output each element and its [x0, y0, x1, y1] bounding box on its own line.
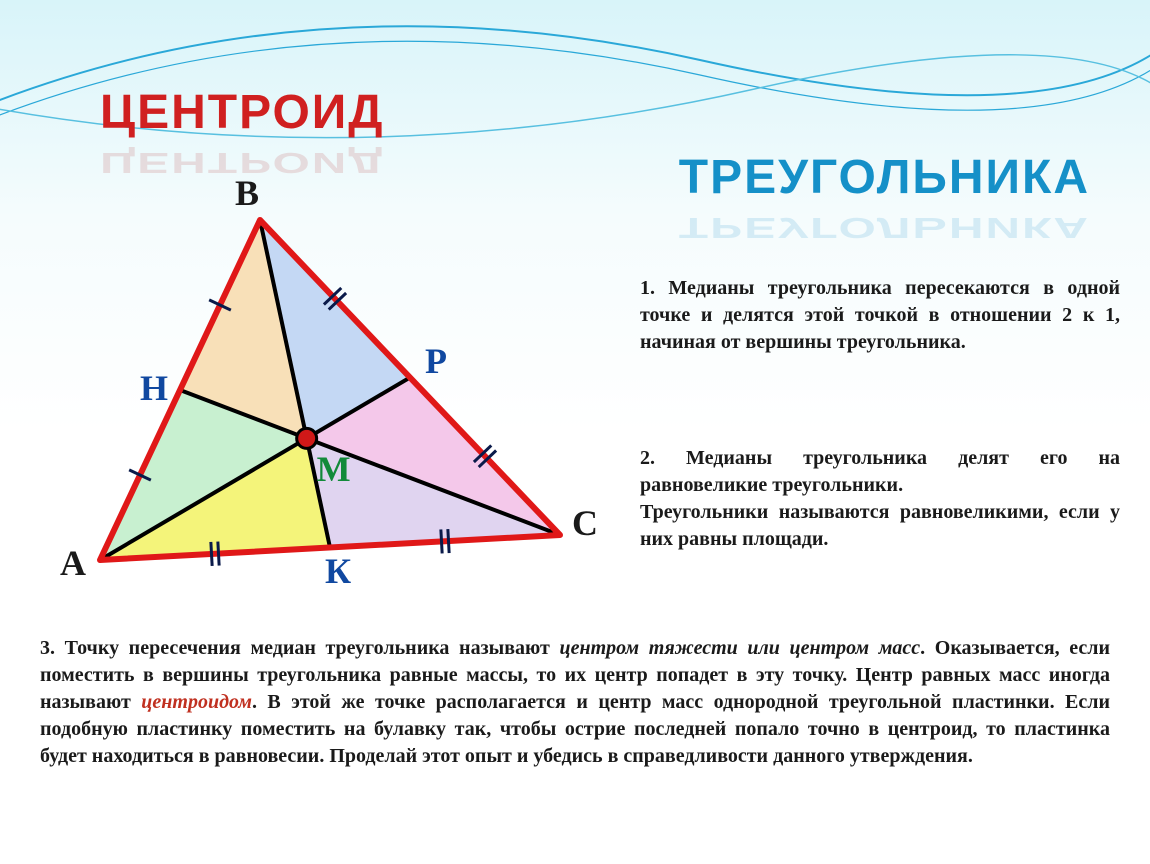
triangle-diagram: АВСНРКМ: [40, 200, 620, 600]
vertex-c-label: С: [572, 502, 598, 544]
p3-em2: центроидом: [141, 691, 252, 713]
p3-em1: центром тяжести или центром масс: [559, 637, 920, 659]
p2-text-a: Медианы треугольника делят его на равнов…: [640, 447, 1120, 496]
p1-number: 1.: [640, 277, 668, 299]
midpoint-p-label: Р: [425, 340, 447, 382]
paragraph-2: 2. Медианы треугольника делят его на рав…: [640, 445, 1120, 553]
p3-a: Точку пересечения медиан треугольника на…: [65, 637, 560, 659]
vertex-b-label: В: [235, 172, 259, 214]
centroid-m-label: М: [317, 448, 351, 490]
title-triangle: ТРЕУГОЛЬНИКА: [679, 150, 1090, 205]
title-triangle-reflection: ТРЕУГОЛЬНИКА: [679, 211, 1090, 244]
paragraph-1: 1. Медианы треугольника пересекаются в о…: [640, 275, 1120, 356]
paragraph-3: 3. Точку пересечения медиан треугольника…: [40, 635, 1110, 770]
p2-number: 2.: [640, 447, 686, 469]
vertex-a-label: А: [60, 542, 86, 584]
midpoint-k-label: К: [325, 550, 351, 592]
title-centroid: ЦЕНТРОИД: [100, 85, 384, 140]
midpoint-h-label: Н: [140, 367, 168, 409]
p2-text-b: Треугольники называются равновеликими, е…: [640, 501, 1120, 550]
p1-text: Медианы треугольника пересекаются в одно…: [640, 277, 1120, 353]
p3-number: 3.: [40, 637, 65, 659]
